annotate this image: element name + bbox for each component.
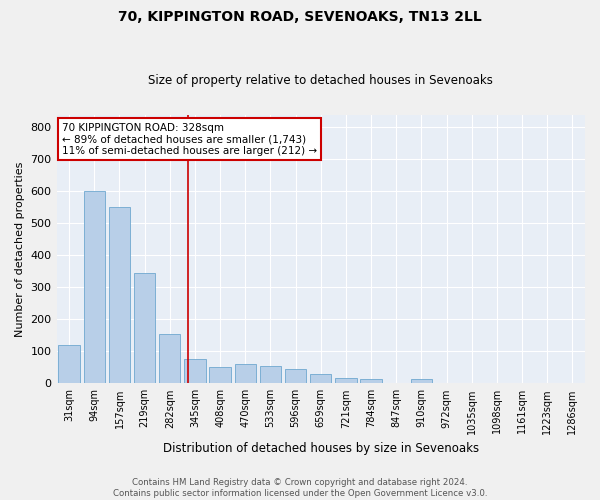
Title: Size of property relative to detached houses in Sevenoaks: Size of property relative to detached ho… [148, 74, 493, 87]
Bar [411, 380, 432, 384]
Bar [335, 378, 356, 384]
X-axis label: Distribution of detached houses by size in Sevenoaks: Distribution of detached houses by size … [163, 442, 479, 455]
Bar [58, 345, 80, 384]
Bar [83, 192, 105, 384]
Bar [310, 374, 331, 384]
Bar [235, 364, 256, 384]
Bar [361, 378, 382, 384]
Y-axis label: Number of detached properties: Number of detached properties [15, 161, 25, 336]
Bar [159, 334, 181, 384]
Text: 70 KIPPINGTON ROAD: 328sqm
← 89% of detached houses are smaller (1,743)
11% of s: 70 KIPPINGTON ROAD: 328sqm ← 89% of deta… [62, 122, 317, 156]
Bar [109, 208, 130, 384]
Text: Contains HM Land Registry data © Crown copyright and database right 2024.
Contai: Contains HM Land Registry data © Crown c… [113, 478, 487, 498]
Bar [184, 360, 206, 384]
Bar [285, 369, 307, 384]
Bar [260, 366, 281, 384]
Bar [209, 368, 231, 384]
Text: 70, KIPPINGTON ROAD, SEVENOAKS, TN13 2LL: 70, KIPPINGTON ROAD, SEVENOAKS, TN13 2LL [118, 10, 482, 24]
Bar [134, 273, 155, 384]
